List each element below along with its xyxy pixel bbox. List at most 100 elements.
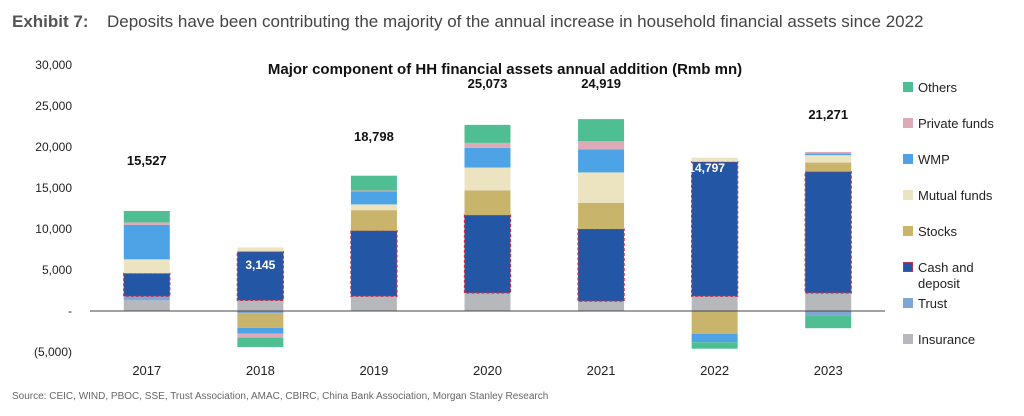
- bar-insurance-2021: [578, 301, 625, 311]
- bar-private-funds-2017: [123, 222, 170, 225]
- y-tick-label: -: [68, 304, 72, 318]
- bar-mutual-funds-2018: [237, 247, 284, 252]
- exhibit-title: Deposits have been contributing the majo…: [107, 12, 924, 31]
- legend-swatch: [903, 82, 913, 92]
- bar-mutual-funds-2022: [691, 157, 738, 162]
- bar-insurance-2022: [691, 296, 738, 311]
- bar-others-2020: [464, 124, 511, 143]
- bar-mutual-funds-2023: [805, 155, 852, 163]
- bar-cash-and-deposit-2017: [123, 272, 171, 297]
- bar-insurance-2020: [464, 292, 511, 311]
- bar-insurance-2018: [237, 300, 284, 311]
- x-tick-label: 2019: [359, 363, 388, 378]
- legend-label: Insurance: [918, 332, 976, 347]
- bar-insurance-2023: [805, 292, 852, 311]
- legend-item-others: Others: [903, 80, 1008, 96]
- legend-swatch: [903, 262, 913, 272]
- x-tick-label: 2020: [473, 363, 502, 378]
- bar-trust-2018: [237, 311, 284, 314]
- total-label: 25,073: [468, 76, 508, 91]
- y-tick-label: 25,000: [35, 99, 72, 113]
- bar-insurance-2017: [123, 300, 170, 311]
- legend-label: Mutual funds: [918, 188, 993, 203]
- bar-stocks-2018: [237, 313, 284, 328]
- bar-insurance-2019: [350, 296, 397, 311]
- bar-private-funds-2021: [578, 141, 625, 150]
- bar-stocks-2019: [350, 210, 397, 231]
- legend-swatch: [903, 154, 913, 164]
- bar-stocks-2022: [691, 311, 738, 334]
- bar-private-funds-2020: [464, 142, 511, 148]
- legend-swatch: [903, 190, 913, 200]
- bar-cash-and-deposit-2020: [463, 214, 512, 294]
- total-label: 18,798: [354, 129, 394, 144]
- legend-swatch: [903, 118, 913, 128]
- y-tick-label: 5,000: [42, 263, 72, 277]
- bar-others-2019: [350, 175, 397, 191]
- source-note: Source: CEIC, WIND, PBOC, SSE, Trust Ass…: [12, 391, 549, 402]
- bar-others-2017: [123, 210, 170, 223]
- total-label: 15,527: [127, 153, 167, 168]
- legend-swatch: [903, 334, 913, 344]
- bar-wmp-2018: [237, 327, 284, 334]
- bar-wmp-2017: [123, 224, 170, 260]
- bar-private-funds-2023: [805, 151, 852, 154]
- bar-wmp-2023: [805, 153, 852, 156]
- legend-label: WMP: [918, 152, 950, 167]
- bar-others-2023: [805, 315, 852, 329]
- legend-swatch: [903, 298, 913, 308]
- bar-stocks-2020: [464, 190, 511, 216]
- bar-private-funds-2019: [350, 190, 397, 192]
- y-tick-label: 20,000: [35, 140, 72, 154]
- deposit-annotation: 14,797: [688, 161, 725, 175]
- bar-others-2018: [237, 337, 284, 348]
- y-tick-label: 30,000: [35, 58, 72, 72]
- bar-mutual-funds-2017: [123, 259, 170, 274]
- bar-cash-and-deposit-2018: [236, 250, 285, 301]
- legend-label: Stocks: [918, 224, 958, 239]
- bar-private-funds-2018: [237, 333, 284, 338]
- legend-label: Private funds: [918, 116, 994, 131]
- bar-mutual-funds-2021: [578, 172, 625, 203]
- bar-mutual-funds-2020: [464, 167, 511, 191]
- y-tick-label: 10,000: [35, 222, 72, 236]
- bar-cash-and-deposit-2022: [690, 161, 739, 297]
- total-label: 24,919: [581, 76, 621, 91]
- legend-item-mutual-funds: Mutual funds: [903, 188, 1008, 204]
- bar-stocks-2023: [805, 162, 852, 172]
- bar-others-2022: [691, 342, 738, 349]
- exhibit-label: Exhibit 7:: [12, 12, 89, 31]
- bar-others-2021: [578, 119, 625, 142]
- y-tick-label: (5,000): [34, 345, 72, 359]
- x-tick-label: 2017: [132, 363, 161, 378]
- legend-label: Cash and deposit: [918, 260, 974, 291]
- legend-item-private-funds: Private funds: [903, 116, 1008, 132]
- x-tick-label: 2018: [246, 363, 275, 378]
- bar-trust-2023: [805, 311, 852, 316]
- bar-cash-and-deposit-2021: [577, 228, 625, 302]
- bar-mutual-funds-2019: [350, 204, 397, 211]
- bar-stocks-2021: [578, 202, 625, 229]
- bar-cash-and-deposit-2019: [350, 229, 398, 297]
- bar-wmp-2022: [691, 333, 738, 343]
- bar-wmp-2019: [350, 191, 397, 205]
- legend-label: Others: [918, 80, 958, 95]
- x-tick-label: 2023: [814, 363, 843, 378]
- y-tick-label: 15,000: [35, 181, 72, 195]
- legend-label: Trust: [918, 296, 948, 311]
- x-tick-label: 2022: [700, 363, 729, 378]
- bar-trust-2017: [123, 296, 170, 301]
- bar-cash-and-deposit-2023: [804, 170, 852, 294]
- legend-item-stocks: Stocks: [903, 224, 1008, 240]
- total-label: 21,271: [808, 107, 848, 122]
- x-tick-label: 2021: [587, 363, 616, 378]
- bar-wmp-2021: [578, 149, 625, 173]
- legend-item-cash-and-deposit: Cash and deposit: [903, 260, 1008, 292]
- legend-swatch: [903, 226, 913, 236]
- deposit-annotation: 3,145: [245, 258, 275, 272]
- exhibit-header: Exhibit 7: Deposits have been contributi…: [12, 12, 924, 32]
- legend-item-insurance: Insurance: [903, 332, 1008, 348]
- legend-item-trust: Trust: [903, 296, 1008, 312]
- bar-wmp-2020: [464, 147, 511, 168]
